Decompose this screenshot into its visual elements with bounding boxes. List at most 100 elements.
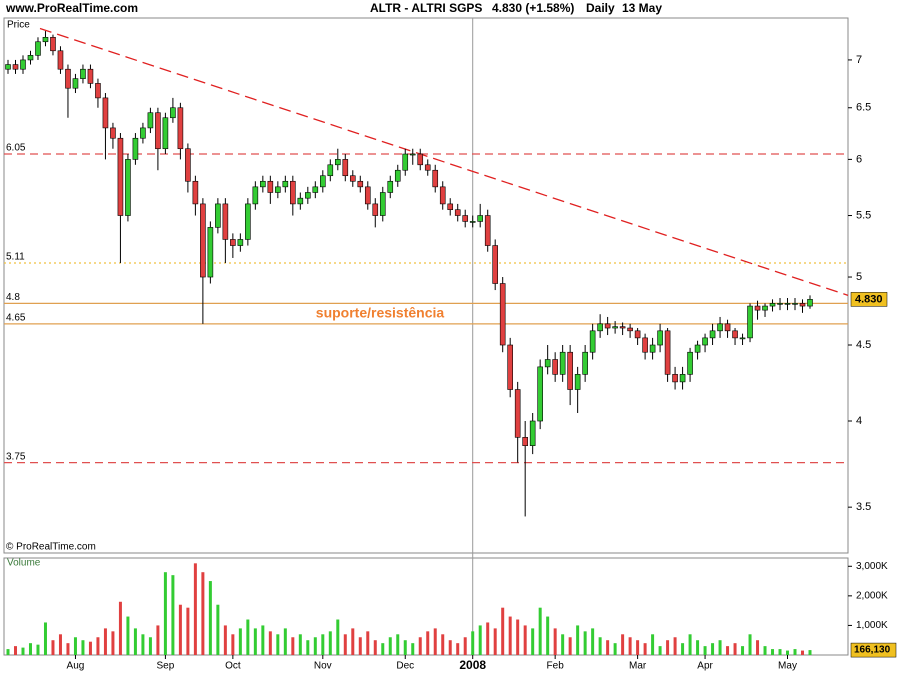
y-tick-label: 5 [856, 271, 862, 283]
candle-body [12, 64, 19, 70]
candle-body [529, 420, 536, 446]
candle-body [349, 175, 356, 182]
volume-bar [51, 640, 55, 655]
candle-body [147, 112, 154, 129]
candle-body [604, 323, 611, 329]
candle-body [439, 186, 446, 205]
volume-bar [568, 637, 572, 655]
candle-body [574, 374, 581, 390]
candle-body [237, 239, 244, 246]
candle-body [282, 180, 289, 188]
level-label: 3.75 [6, 451, 26, 462]
volume-bar [141, 634, 145, 655]
volume-bar [238, 628, 242, 655]
candle-body [50, 36, 56, 52]
candle-body [657, 330, 663, 346]
candle-body [95, 83, 101, 99]
volume-bar [538, 607, 542, 655]
volume-bar [628, 637, 632, 655]
volume-bar [778, 649, 782, 655]
volume-bar [658, 646, 662, 655]
last-price-box [850, 292, 888, 307]
volume-bar [216, 604, 220, 655]
volume-bar [771, 649, 775, 655]
candle-body [35, 41, 41, 56]
candle-body [5, 64, 11, 70]
x-tick-label: Aug [67, 661, 85, 672]
volume-bar [433, 628, 437, 655]
candle-body [507, 344, 513, 390]
candle-body [777, 303, 783, 305]
candle-body [162, 117, 169, 150]
candle-body [687, 351, 693, 375]
volume-bar [171, 575, 175, 655]
candle-body [297, 197, 304, 205]
candle-body [65, 68, 71, 89]
volume-bar [313, 637, 317, 655]
volume-bar [343, 634, 347, 655]
candle-body [484, 215, 491, 246]
volume-bar [613, 643, 617, 655]
volume-bar [441, 634, 445, 655]
volume-bar [66, 643, 70, 655]
candle-body [672, 374, 678, 383]
volume-bar [246, 619, 250, 655]
candle-body [305, 192, 311, 199]
candle-body [260, 180, 266, 188]
volume-bar [118, 601, 122, 655]
candle-body [432, 169, 439, 188]
candle-body [110, 127, 116, 139]
volume-bar [96, 637, 100, 655]
volume-bar [463, 637, 467, 655]
volume-bar [111, 631, 115, 655]
candle-body [222, 203, 229, 240]
candle-body [117, 137, 124, 216]
candle-body [132, 137, 139, 160]
candle-body [612, 326, 618, 329]
site: www.ProRealTime.com [5, 1, 138, 15]
volume-bar [651, 634, 655, 655]
volume-bar [268, 631, 272, 655]
x-tick-label: May [778, 661, 797, 672]
candle-body [717, 323, 723, 332]
candle-body [762, 305, 768, 311]
candle-body [747, 305, 753, 339]
level-label: 4.65 [6, 312, 26, 323]
candle-body [769, 303, 776, 307]
candle-body [417, 153, 424, 166]
y-tick-label: 3.5 [856, 501, 871, 513]
candle-body [679, 374, 686, 383]
y-label: Price [7, 20, 30, 31]
candle-body [709, 330, 716, 339]
volume-bar [208, 581, 212, 655]
candle-body [409, 153, 416, 156]
volume-bar [583, 631, 587, 655]
candle-body [469, 221, 476, 223]
candle-body [215, 203, 221, 228]
candle-body [514, 389, 521, 438]
volume-bar [193, 563, 197, 655]
volume-bar [126, 616, 130, 655]
volume-bar [576, 625, 580, 655]
volume-bar [748, 634, 752, 655]
volume-bar [388, 637, 392, 655]
volume-bar [223, 625, 227, 655]
volume-bar [688, 634, 692, 655]
candle-body [177, 107, 184, 150]
candle-body [252, 186, 259, 205]
candle-body [20, 59, 26, 70]
candle-body [462, 215, 469, 222]
volume-bar [523, 625, 527, 655]
candle-body [245, 203, 251, 240]
volume-bar [163, 572, 167, 655]
volume-bar [336, 619, 340, 655]
candle-body [619, 326, 626, 329]
volume-bar [786, 650, 790, 655]
volume-bar [801, 650, 805, 655]
candle-body [42, 36, 49, 43]
candle-body [290, 180, 296, 205]
x-tick-label: Dec [396, 661, 414, 672]
candle-body [567, 351, 573, 390]
volume-bar [6, 649, 10, 655]
